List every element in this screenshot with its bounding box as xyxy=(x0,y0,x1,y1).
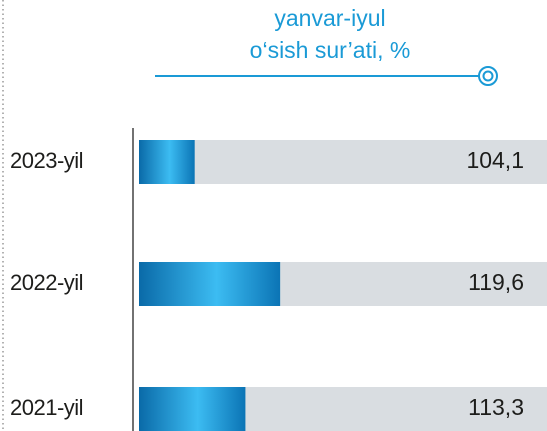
value-label: 104,1 xyxy=(466,147,524,173)
rule-dot xyxy=(478,66,498,86)
value-label: 113,3 xyxy=(468,394,524,420)
bar-track xyxy=(139,140,547,184)
chart-subtitle: o‘sish sur’ati, % xyxy=(250,37,411,63)
bar xyxy=(139,387,246,431)
bar xyxy=(139,140,195,184)
bar xyxy=(139,262,281,306)
category-label: 2021-yil xyxy=(10,395,83,420)
category-label: 2022-yil xyxy=(10,270,83,295)
value-label: 119,6 xyxy=(468,269,524,295)
rule-dot xyxy=(482,70,494,82)
chart-title: yanvar-iyul xyxy=(274,5,385,31)
category-label: 2023-yil xyxy=(10,148,83,173)
